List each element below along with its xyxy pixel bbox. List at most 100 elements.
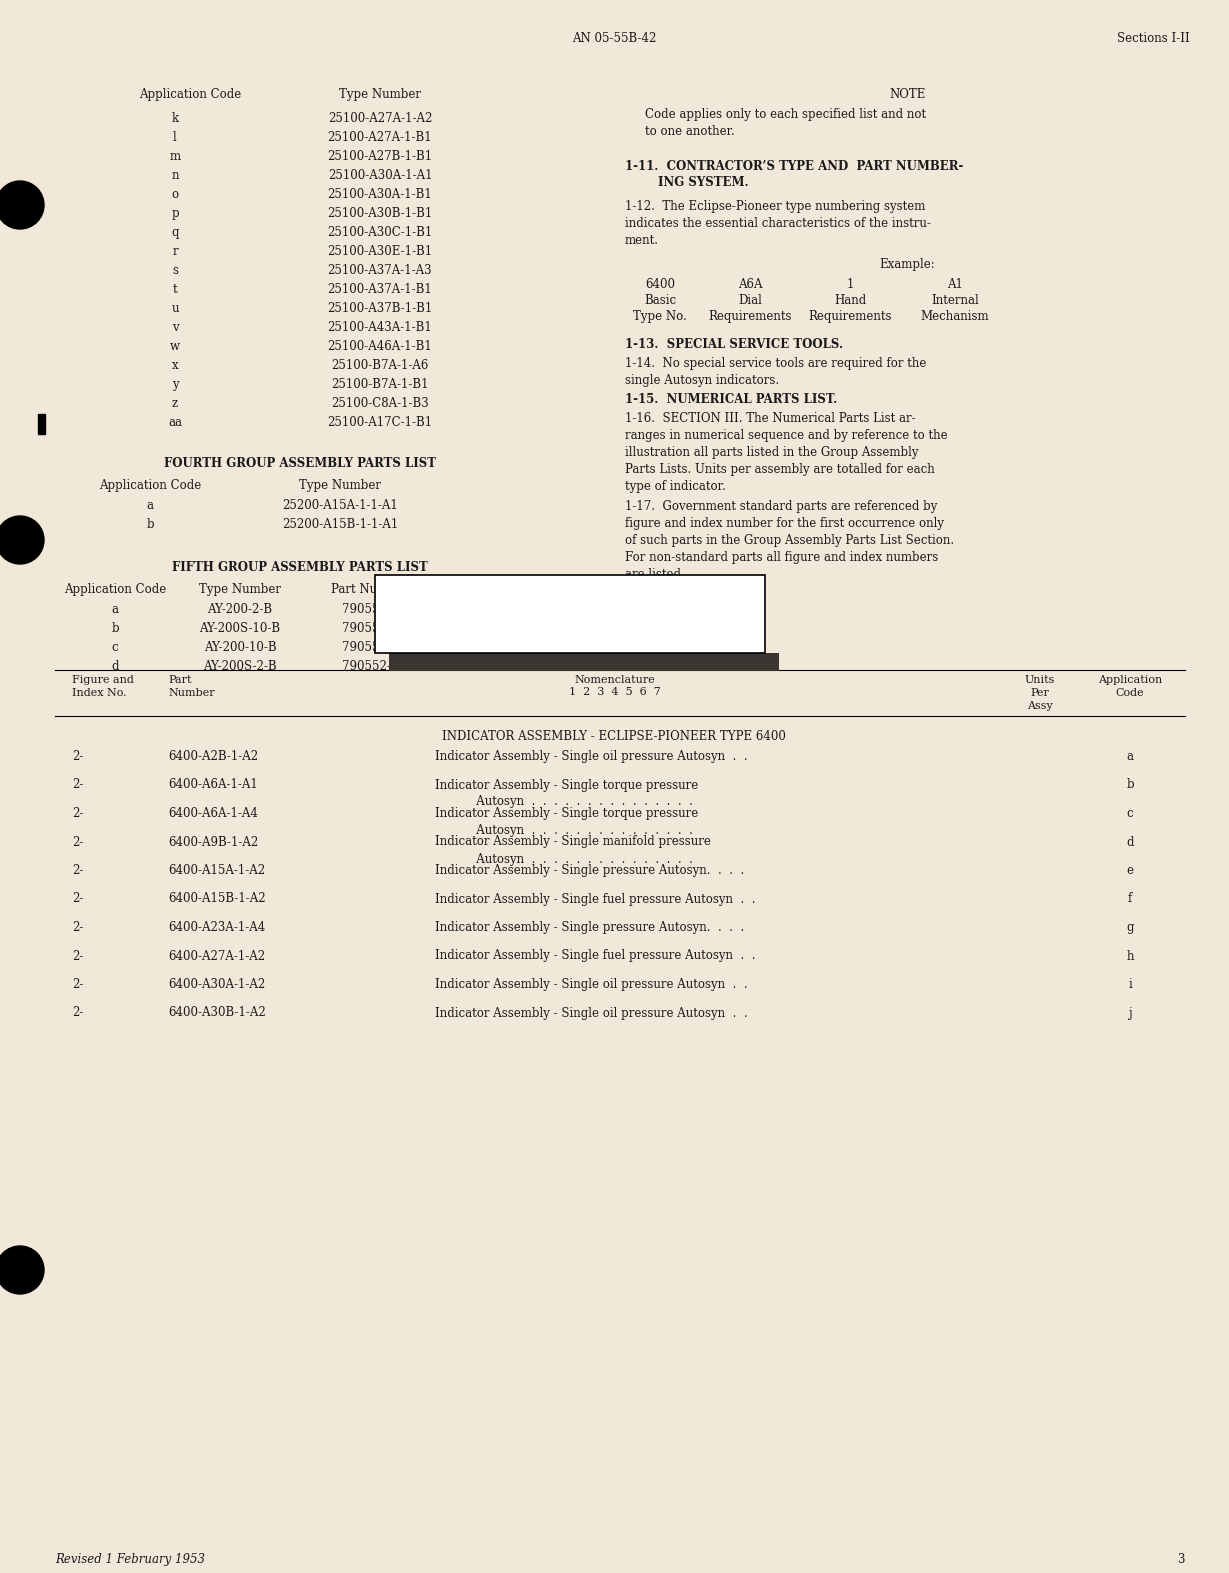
Text: 1-14.  No special service tools are required for the
single Autosyn indicators.: 1-14. No special service tools are requi…	[626, 357, 927, 387]
Text: 25100-A27A-1-A2: 25100-A27A-1-A2	[328, 112, 433, 124]
Text: GROUP ASSEMBLY PARTS LIST: GROUP ASSEMBLY PARTS LIST	[446, 620, 694, 632]
Text: 25100-A30C-1-B1: 25100-A30C-1-B1	[327, 227, 433, 239]
Text: j: j	[1128, 1007, 1132, 1019]
Text: 2-: 2-	[73, 950, 84, 963]
Text: aa: aa	[168, 415, 182, 429]
Text: 25100-A43A-1-B1: 25100-A43A-1-B1	[328, 321, 433, 333]
Text: 2-: 2-	[73, 750, 84, 763]
Text: INDICATOR ASSEMBLY - ECLIPSE-PIONEER TYPE 6400: INDICATOR ASSEMBLY - ECLIPSE-PIONEER TYP…	[442, 730, 785, 742]
Text: 6400: 6400	[645, 278, 675, 291]
Text: k: k	[171, 112, 178, 124]
Text: Indicator Assembly - Single torque pressure
           Autosyn  .  .  .  .  .  .: Indicator Assembly - Single torque press…	[435, 807, 698, 837]
Text: AN 05-55B-42: AN 05-55B-42	[571, 31, 656, 46]
Text: FIFTH GROUP ASSEMBLY PARTS LIST: FIFTH GROUP ASSEMBLY PARTS LIST	[172, 562, 428, 574]
Text: 25200-A15A-1-1-A1: 25200-A15A-1-1-A1	[283, 499, 398, 511]
Text: 25100-B7A-1-B1: 25100-B7A-1-B1	[332, 378, 429, 392]
Text: 25100-A30A-1-B1: 25100-A30A-1-B1	[328, 189, 433, 201]
Text: Indicator Assembly - Single torque pressure
           Autosyn  .  .  .  .  .  .: Indicator Assembly - Single torque press…	[435, 779, 698, 809]
Text: 1-13.  SPECIAL SERVICE TOOLS.: 1-13. SPECIAL SERVICE TOOLS.	[626, 338, 843, 351]
Text: 25100-A46A-1-B1: 25100-A46A-1-B1	[328, 340, 433, 352]
Text: 25100-A30E-1-B1: 25100-A30E-1-B1	[327, 245, 433, 258]
Text: l: l	[173, 131, 177, 145]
Text: Internal: Internal	[932, 294, 978, 307]
Text: AY-200-2-B: AY-200-2-B	[208, 602, 273, 617]
Text: t: t	[173, 283, 177, 296]
Text: Nomenclature: Nomenclature	[575, 675, 655, 684]
Text: 3: 3	[1177, 1553, 1185, 1567]
Text: Indicator Assembly - Single fuel pressure Autosyn  .  .: Indicator Assembly - Single fuel pressur…	[435, 950, 756, 963]
Text: 25100-A30B-1-B1: 25100-A30B-1-B1	[327, 208, 433, 220]
Text: f: f	[1128, 892, 1132, 906]
Text: Part Number: Part Number	[332, 584, 409, 596]
Text: 2-: 2-	[73, 835, 84, 848]
Text: NOTE: NOTE	[890, 88, 925, 101]
Text: Indicator Assembly - Single manifold pressure
           Autosyn  .  .  .  .  . : Indicator Assembly - Single manifold pre…	[435, 835, 710, 865]
Text: Type Number: Type Number	[299, 480, 381, 492]
Text: 2-: 2-	[73, 978, 84, 991]
Text: Indicator Assembly - Single fuel pressure Autosyn  .  .: Indicator Assembly - Single fuel pressur…	[435, 892, 756, 906]
Text: 6400-A27A-1-A2: 6400-A27A-1-A2	[168, 950, 265, 963]
Text: 2-: 2-	[73, 892, 84, 906]
Text: x: x	[172, 359, 178, 371]
Text: ING SYSTEM.: ING SYSTEM.	[626, 176, 748, 189]
Text: 25200-A15B-1-1-A1: 25200-A15B-1-1-A1	[281, 518, 398, 532]
Text: Code applies only to each specified list and not
to one another.: Code applies only to each specified list…	[645, 109, 927, 138]
Text: 6400-A15A-1-A2: 6400-A15A-1-A2	[168, 864, 265, 878]
Text: z: z	[172, 396, 178, 411]
Text: AY-200S-10-B: AY-200S-10-B	[199, 621, 280, 635]
Text: 790552-1: 790552-1	[342, 602, 398, 617]
Text: Indicator Assembly - Single oil pressure Autosyn  .  .: Indicator Assembly - Single oil pressure…	[435, 978, 747, 991]
Text: 6400-A6A-1-A1: 6400-A6A-1-A1	[168, 779, 258, 791]
Text: Units
Per
Assy: Units Per Assy	[1025, 675, 1056, 711]
Text: Indicator Assembly - Single pressure Autosyn.  .  .  .: Indicator Assembly - Single pressure Aut…	[435, 864, 745, 878]
Text: 25100-A37B-1-B1: 25100-A37B-1-B1	[327, 302, 433, 315]
Text: Dial: Dial	[739, 294, 762, 307]
Text: 1-12.  The Eclipse-Pioneer type numbering system
indicates the essential charact: 1-12. The Eclipse-Pioneer type numbering…	[626, 200, 930, 247]
Text: 2-: 2-	[73, 779, 84, 791]
Text: n: n	[171, 168, 178, 182]
Text: i: i	[1128, 978, 1132, 991]
Text: q: q	[171, 227, 178, 239]
Text: AY-200-10-B: AY-200-10-B	[204, 642, 277, 654]
Text: 1-16.  SECTION III. The Numerical Parts List ar-
ranges in numerical sequence an: 1-16. SECTION III. The Numerical Parts L…	[626, 412, 948, 492]
Text: h: h	[1126, 950, 1133, 963]
Text: b: b	[111, 621, 119, 635]
Text: 1-15.  NUMERICAL PARTS LIST.: 1-15. NUMERICAL PARTS LIST.	[626, 393, 837, 406]
Text: b: b	[146, 518, 154, 532]
Text: a: a	[112, 602, 118, 617]
Text: v: v	[172, 321, 178, 333]
Text: AY-200S-2-B: AY-200S-2-B	[203, 661, 277, 673]
Text: o: o	[171, 189, 178, 201]
Text: 25100-A17C-1-B1: 25100-A17C-1-B1	[327, 415, 433, 429]
Text: Type No.: Type No.	[633, 310, 687, 322]
Text: SECTION II: SECTION II	[525, 591, 616, 606]
Text: d: d	[112, 661, 119, 673]
Circle shape	[0, 181, 44, 230]
Text: 2-: 2-	[73, 922, 84, 934]
Text: 25100-B7A-1-A6: 25100-B7A-1-A6	[332, 359, 429, 371]
Text: 6400-A23A-1-A4: 6400-A23A-1-A4	[168, 922, 265, 934]
Text: Basic: Basic	[644, 294, 676, 307]
Text: Application Code: Application Code	[64, 584, 166, 596]
Text: 25100-A37A-1-B1: 25100-A37A-1-B1	[328, 283, 433, 296]
Text: Requirements: Requirements	[708, 310, 791, 322]
Text: Example:: Example:	[880, 258, 935, 271]
Text: Sections I-II: Sections I-II	[1117, 31, 1190, 46]
Text: c: c	[112, 642, 118, 654]
Text: 25100-A27A-1-B1: 25100-A27A-1-B1	[328, 131, 433, 145]
Polygon shape	[390, 653, 779, 672]
Text: r: r	[172, 245, 178, 258]
Text: 6400-A30A-1-A2: 6400-A30A-1-A2	[168, 978, 265, 991]
Circle shape	[0, 1246, 44, 1295]
Text: 25100-C8A-1-B3: 25100-C8A-1-B3	[331, 396, 429, 411]
Text: a: a	[1127, 750, 1133, 763]
Text: Revised 1 February 1953: Revised 1 February 1953	[55, 1553, 205, 1567]
Text: Requirements: Requirements	[809, 310, 892, 322]
FancyBboxPatch shape	[375, 576, 764, 653]
Text: w: w	[170, 340, 179, 352]
Text: 790552-2: 790552-2	[342, 621, 398, 635]
Text: 6400-A15B-1-A2: 6400-A15B-1-A2	[168, 892, 265, 906]
Text: 6400-A9B-1-A2: 6400-A9B-1-A2	[168, 835, 258, 848]
Text: 6400-A6A-1-A4: 6400-A6A-1-A4	[168, 807, 258, 820]
Text: Mechanism: Mechanism	[921, 310, 989, 322]
